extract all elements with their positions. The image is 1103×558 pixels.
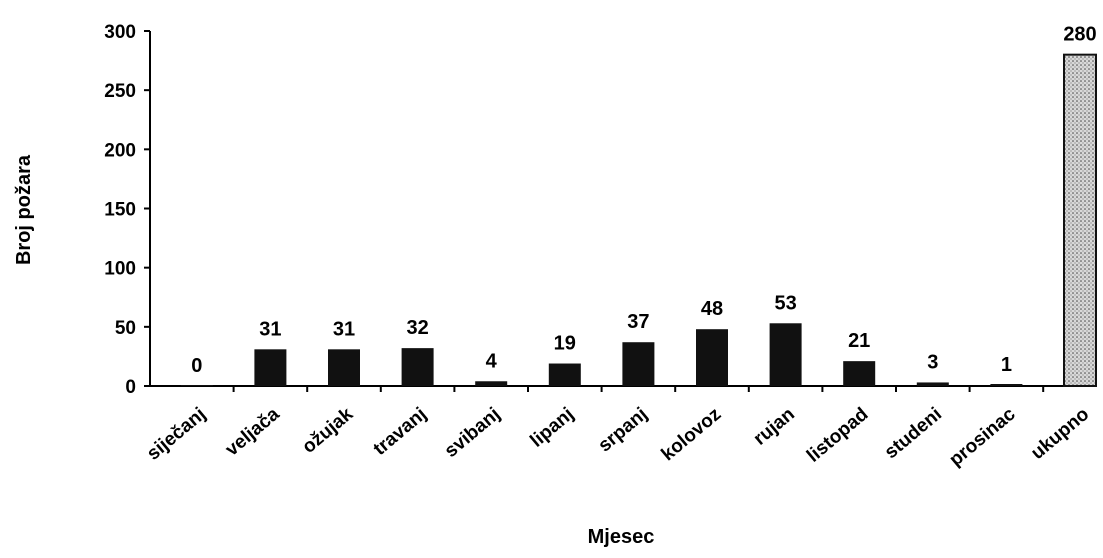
- bar: [254, 349, 287, 386]
- x-tick-label: prosinac: [945, 403, 1019, 470]
- data-label: 0: [191, 355, 202, 377]
- data-label: 31: [259, 318, 281, 340]
- y-tick-label: 150: [104, 200, 136, 221]
- x-tick-label: kolovoz: [658, 404, 726, 466]
- x-tick-label: listopad: [803, 404, 872, 467]
- bar: [475, 381, 508, 386]
- y-tick-label: 300: [104, 22, 136, 43]
- x-tick-label: studeni: [881, 404, 946, 464]
- data-label: 3: [927, 351, 938, 373]
- x-axis-title: Mjesec: [588, 526, 655, 548]
- x-tick-label: rujan: [750, 404, 799, 450]
- y-tick-label: 100: [104, 259, 136, 280]
- x-axis: siječanj veljača ožujak travanj svibanj lipan…: [143, 385, 1095, 471]
- y-axis: 0 50 100 150 200 250 300: [104, 22, 151, 398]
- y-axis-title: Broj požara: [13, 154, 35, 265]
- x-tick-label: veljača: [222, 403, 284, 460]
- data-label: 37: [627, 311, 649, 333]
- bar: [843, 361, 876, 386]
- bar: [180, 385, 213, 386]
- bar: [696, 329, 728, 386]
- x-tick-label: srpanj: [594, 404, 651, 457]
- x-tick-label: siječanj: [143, 404, 210, 465]
- bar: [401, 348, 434, 386]
- bar: [990, 384, 1023, 386]
- bar: [622, 342, 655, 386]
- data-label: 1: [1001, 354, 1012, 376]
- data-label: 21: [848, 330, 870, 352]
- bar-total: [1063, 53, 1097, 388]
- bar: [916, 382, 949, 386]
- data-label: 19: [554, 333, 576, 355]
- data-label: 53: [774, 292, 796, 314]
- x-tick-label: travanj: [370, 404, 431, 460]
- data-label: 4: [486, 350, 498, 372]
- x-tick-label: lipanj: [527, 404, 579, 452]
- y-tick-label: 250: [104, 81, 136, 102]
- bar: [328, 349, 360, 386]
- bar: [548, 363, 581, 386]
- y-tick-label: 50: [115, 318, 136, 339]
- y-tick-label: 200: [104, 140, 136, 161]
- y-tick-label: 0: [125, 377, 136, 398]
- x-tick-label: ukupno: [1027, 404, 1093, 464]
- data-label: 280: [1063, 24, 1096, 46]
- bars: [180, 53, 1097, 388]
- data-label: 32: [406, 317, 428, 339]
- x-tick-label: ožujak: [298, 403, 357, 457]
- x-tick-label: svibanj: [441, 404, 505, 462]
- data-label: 48: [701, 298, 723, 320]
- bar: [769, 323, 802, 386]
- data-label: 31: [333, 318, 355, 340]
